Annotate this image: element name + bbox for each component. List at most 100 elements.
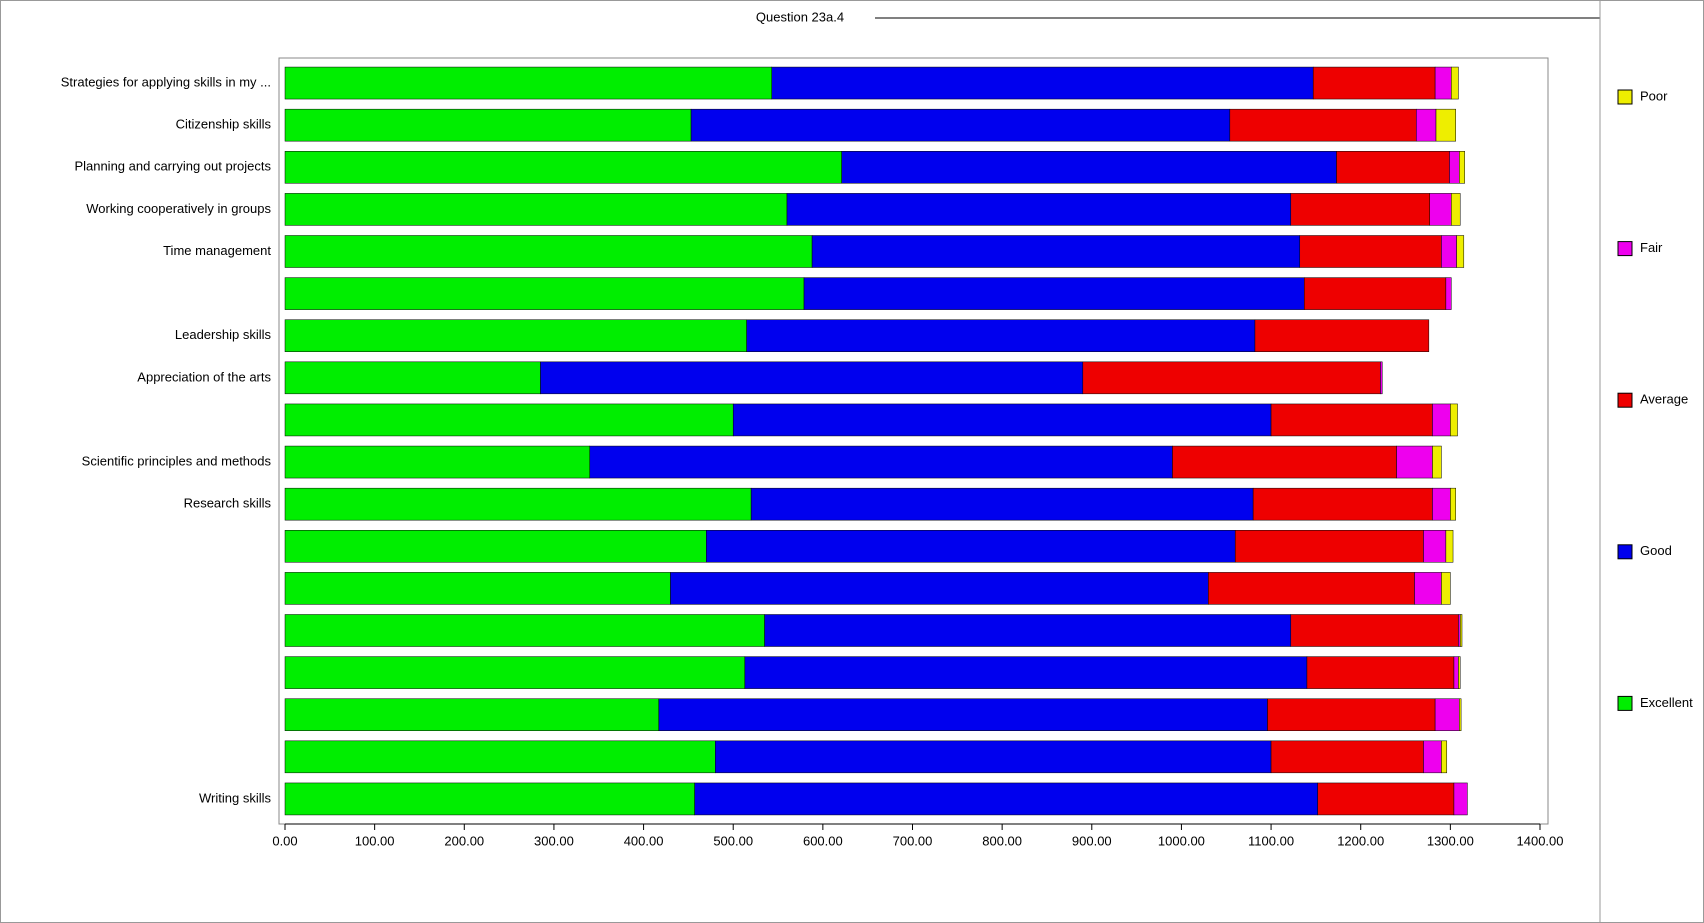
- x-tick-label: 700.00: [893, 833, 933, 848]
- bar-segment: [694, 782, 1318, 816]
- legend-swatch: [1617, 544, 1633, 560]
- x-tick-label: 1200.00: [1337, 833, 1384, 848]
- x-tick-label: 0.00: [272, 833, 297, 848]
- x-tick-label: 900.00: [1072, 833, 1112, 848]
- bar-segment: [284, 445, 591, 479]
- bar-segment: [1229, 108, 1417, 142]
- bar-segment: [1299, 235, 1442, 268]
- bar-segment: [1435, 108, 1456, 142]
- y-tick-label: Working cooperatively in groups: [86, 201, 271, 216]
- bar-segment: [1441, 740, 1448, 774]
- y-tick-label: Appreciation of the arts: [137, 369, 271, 384]
- bar-segment: [811, 235, 1301, 268]
- bar-segment: [284, 361, 541, 395]
- x-tick-label: 600.00: [803, 833, 843, 848]
- x-tick-label: 1400.00: [1517, 833, 1564, 848]
- bar-segment: [284, 782, 695, 816]
- bar-segment: [1441, 572, 1451, 605]
- bar-segment: [1267, 698, 1436, 731]
- bar-segment: [715, 740, 1272, 774]
- bar-segment: [764, 614, 1292, 647]
- legend-label: Good: [1640, 543, 1672, 558]
- bar-segment: [1432, 445, 1442, 479]
- bar-segment: [803, 277, 1305, 310]
- bar-segment: [1082, 361, 1381, 395]
- bar-segment: [746, 319, 1256, 352]
- bar-segment: [284, 614, 765, 647]
- x-tick-label: 500.00: [713, 833, 753, 848]
- bar-segment: [284, 656, 746, 689]
- bar-segment: [1429, 193, 1452, 226]
- bar-segment: [690, 108, 1231, 142]
- bar-segment: [1234, 530, 1424, 563]
- bar-segment: [750, 487, 1254, 521]
- bar-segment: [706, 530, 1236, 563]
- bar-segment: [1449, 151, 1460, 184]
- bar-segment: [540, 361, 1084, 395]
- chart-title: Question 23a.4: [756, 9, 844, 24]
- bar-segment: [1434, 66, 1452, 100]
- legend-label: Poor: [1640, 88, 1668, 103]
- bar-segment: [1434, 698, 1460, 731]
- legend-swatch: [1617, 241, 1633, 257]
- legend-label: Fair: [1640, 240, 1663, 255]
- bar-segment: [284, 698, 660, 731]
- bar-segment: [284, 319, 747, 352]
- bar-segment: [284, 66, 773, 100]
- bar-segment: [284, 277, 805, 310]
- x-tick-label: 400.00: [624, 833, 664, 848]
- legend-swatch: [1617, 392, 1633, 408]
- bar-segment: [1290, 614, 1459, 647]
- bar-segment: [1290, 193, 1430, 226]
- x-tick-label: 1100.00: [1248, 833, 1294, 848]
- y-tick-label: Scientific principles and methods: [82, 453, 272, 468]
- legend-swatch: [1617, 695, 1633, 711]
- bar-segment: [771, 66, 1314, 100]
- bar-segment: [1172, 445, 1397, 479]
- bar-segment: [1252, 487, 1433, 521]
- bar-segment: [1317, 782, 1455, 816]
- bar-segment: [1416, 108, 1437, 142]
- bar-segment: [841, 151, 1337, 184]
- y-tick-label: Writing skills: [199, 790, 271, 805]
- bar-segment: [1458, 614, 1461, 647]
- bar-segment: [1450, 403, 1458, 437]
- bar-segment: [786, 193, 1292, 226]
- bar-segment: [1451, 66, 1459, 100]
- legend-label: Average: [1640, 392, 1688, 407]
- legend-swatch: [1617, 89, 1633, 105]
- bar-segment: [589, 445, 1173, 479]
- bar-segment: [1459, 614, 1463, 647]
- bar-segment: [1459, 698, 1462, 731]
- bar-segment: [1441, 235, 1457, 268]
- x-tick-label: 800.00: [982, 833, 1022, 848]
- bar-segment: [284, 572, 671, 605]
- bar-segment: [284, 403, 734, 437]
- y-tick-label: Planning and carrying out projects: [74, 159, 271, 174]
- bar-segment: [1380, 361, 1383, 395]
- bar-segment: [284, 108, 692, 142]
- x-tick-label: 100.00: [355, 833, 395, 848]
- bar-segment: [1459, 151, 1465, 184]
- y-tick-label: Strategies for applying skills in my ...: [61, 74, 271, 89]
- y-tick-label: Citizenship skills: [176, 117, 272, 132]
- bar-segment: [1270, 403, 1433, 437]
- bar-segment: [1458, 656, 1461, 689]
- bar-segment: [1303, 277, 1447, 310]
- y-tick-label: Leadership skills: [175, 327, 272, 342]
- bar-segment: [1445, 277, 1452, 310]
- bar-segment: [658, 698, 1268, 731]
- x-tick-label: 200.00: [444, 833, 484, 848]
- bar-segment: [1451, 193, 1461, 226]
- bar-segment: [1208, 572, 1415, 605]
- bar-segment: [284, 235, 813, 268]
- bar-segment: [1453, 782, 1468, 816]
- bar-segment: [1414, 572, 1442, 605]
- bar-segment: [670, 572, 1209, 605]
- bar-segment: [284, 740, 716, 774]
- legend-label: Excellent: [1640, 695, 1693, 710]
- bar-segment: [1336, 151, 1450, 184]
- y-tick-label: Research skills: [184, 496, 272, 511]
- bar-segment: [732, 403, 1272, 437]
